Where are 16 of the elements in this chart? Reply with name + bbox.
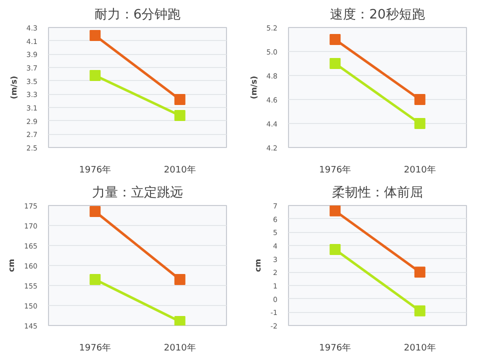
x-tick-label: 1976年 bbox=[319, 342, 352, 354]
x-tick-label: 1976年 bbox=[319, 164, 352, 176]
y-axis-title: (m/s) bbox=[9, 76, 18, 100]
x-tick-label: 2010年 bbox=[404, 164, 436, 176]
chart-title: 耐力：6分钟跑 bbox=[94, 8, 181, 22]
x-tick-label: 2010年 bbox=[404, 342, 436, 354]
chart-title: 速度：20秒短跑 bbox=[330, 6, 425, 22]
chart-title: 柔韧性：体前屈 bbox=[332, 186, 423, 200]
x-tick-label: 2010年 bbox=[164, 342, 196, 354]
x-tick-label: 1976年 bbox=[79, 164, 112, 176]
x-tick-label: 2010年 bbox=[164, 164, 196, 176]
y-axis-title: cm bbox=[7, 258, 16, 272]
y-axis-title: (m/s) bbox=[249, 76, 258, 100]
y-axis-title: cm bbox=[254, 258, 263, 272]
chart-title: 力量：立定跳远 bbox=[92, 184, 183, 200]
x-tick-label: 1976年 bbox=[79, 342, 112, 354]
